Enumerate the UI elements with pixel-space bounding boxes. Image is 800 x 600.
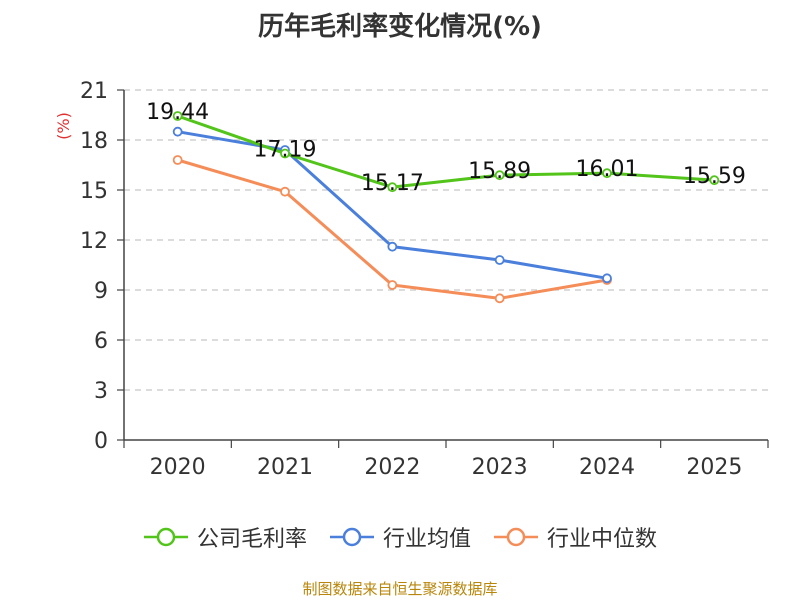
data-point-2 bbox=[387, 280, 398, 290]
data-point-2 bbox=[280, 186, 290, 197]
data-label: 15.17 bbox=[361, 171, 424, 196]
data-point-2 bbox=[172, 155, 183, 165]
y-axis-label: (%) bbox=[54, 112, 73, 140]
data-point-0 bbox=[387, 182, 398, 193]
x-tick-label: 2022 bbox=[364, 455, 420, 480]
y-tick-label: 0 bbox=[94, 429, 108, 454]
y-tick-label: 12 bbox=[80, 229, 108, 254]
legend-item[interactable]: 行业中位数 bbox=[493, 521, 657, 553]
legend-item[interactable]: 公司毛利率 bbox=[143, 521, 307, 553]
data-label: 15.59 bbox=[683, 164, 746, 189]
data-label: 19.44 bbox=[146, 100, 209, 125]
legend-label: 行业均值 bbox=[382, 527, 471, 552]
series-line-0 bbox=[177, 114, 715, 189]
data-point-1 bbox=[387, 241, 398, 252]
y-tick-label: 18 bbox=[80, 129, 108, 154]
data-label: 17.19 bbox=[254, 138, 317, 163]
legend-swatch bbox=[329, 527, 374, 547]
y-tick-label: 21 bbox=[80, 79, 108, 104]
x-tick-label: 2020 bbox=[150, 455, 206, 480]
data-point-1 bbox=[602, 273, 612, 284]
legend-swatch bbox=[143, 527, 188, 547]
legend-item[interactable]: 行业均值 bbox=[329, 521, 471, 553]
y-tick-label: 15 bbox=[80, 179, 108, 204]
legend-label: 行业中位数 bbox=[547, 527, 658, 552]
data-point-0 bbox=[172, 111, 183, 121]
chart-title: 历年毛利率变化情况(%) bbox=[258, 12, 542, 42]
y-tick-label: 9 bbox=[94, 279, 108, 304]
data-point-1 bbox=[172, 126, 183, 137]
data-point-0 bbox=[494, 170, 505, 181]
data-point-0 bbox=[602, 168, 612, 179]
y-tick-label: 6 bbox=[94, 329, 108, 354]
x-tick-label: 2025 bbox=[686, 455, 742, 480]
data-point-2 bbox=[494, 293, 505, 304]
x-tick-label: 2023 bbox=[472, 455, 528, 480]
x-tick-label: 2021 bbox=[257, 455, 313, 480]
legend: 公司毛利率 行业均值 行业中位数 bbox=[0, 520, 800, 554]
data-point-0 bbox=[709, 175, 720, 186]
y-tick-label: 3 bbox=[94, 379, 108, 404]
data-point-1 bbox=[494, 255, 505, 265]
data-point-0 bbox=[280, 148, 290, 159]
legend-label: 公司毛利率 bbox=[196, 527, 307, 552]
source-note: 制图数据来自恒生聚源数据库 bbox=[302, 580, 498, 598]
legend-swatch bbox=[494, 527, 538, 547]
x-tick-label: 2024 bbox=[579, 455, 635, 480]
data-label: 15.89 bbox=[468, 159, 531, 184]
data-label: 16.01 bbox=[576, 157, 639, 182]
series-line-1 bbox=[177, 130, 608, 280]
